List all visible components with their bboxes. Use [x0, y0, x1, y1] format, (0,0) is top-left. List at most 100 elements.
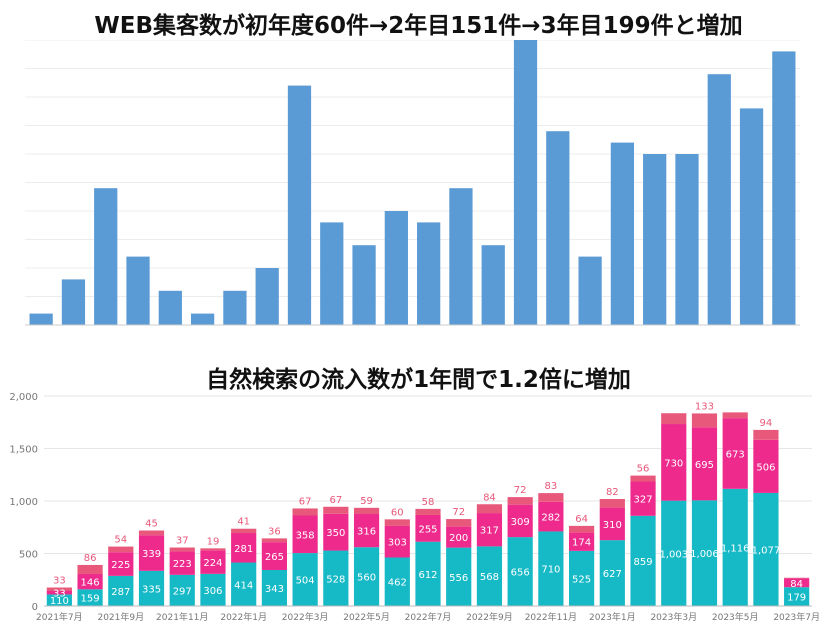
data-label-bottom: 110	[50, 596, 69, 607]
data-label-top: 37	[176, 536, 189, 547]
data-label-middle: 174	[572, 538, 591, 549]
x-tick-label: 2023年3月	[650, 611, 697, 623]
bar-segment-top	[630, 475, 656, 482]
bar	[29, 313, 53, 325]
data-label-top: 94	[760, 418, 773, 429]
bar-segment-bottom	[384, 557, 410, 606]
bar-segment-bottom	[323, 550, 349, 606]
bar-segment-middle	[138, 535, 165, 571]
y-tick-label: 1,000	[9, 497, 38, 508]
data-label-top: 72	[452, 507, 465, 518]
x-tick-label: 2023年1月	[589, 611, 636, 623]
bar	[707, 74, 731, 325]
bar-segment-middle	[784, 578, 810, 588]
y-tick-label: 500	[19, 550, 38, 561]
bar-segment-bottom	[446, 547, 472, 606]
bar-segment-middle	[507, 504, 533, 538]
bar	[513, 40, 538, 325]
bar-segment-bottom	[599, 540, 625, 606]
y-tick-label: 0	[32, 602, 38, 613]
bar-segment-top	[784, 577, 810, 579]
bar	[255, 268, 279, 325]
data-label-bottom: 1,006	[690, 549, 719, 560]
bar-segment-top	[353, 507, 380, 515]
data-label-middle: 225	[111, 560, 130, 571]
bar-segment-middle	[722, 418, 748, 489]
bar-segment-top	[46, 587, 72, 591]
data-label-top: 36	[268, 526, 281, 537]
bar-segment-middle	[323, 513, 349, 551]
data-label-bottom: 179	[787, 593, 806, 604]
bar-segment-top	[169, 547, 195, 552]
bar-segment-middle	[200, 550, 226, 574]
data-label-middle: 316	[357, 527, 376, 538]
bar-segment-bottom	[231, 562, 257, 606]
bar-segment-top	[476, 504, 503, 514]
data-label-top: 67	[299, 496, 312, 507]
data-label-bottom: 525	[572, 574, 591, 585]
data-label-top: 133	[695, 401, 714, 412]
data-label-top: 72	[514, 485, 527, 496]
bar-segment-bottom	[569, 550, 595, 606]
bar-segment-bottom	[77, 589, 103, 606]
chart-title-organic-search: 自然検索の流入数が1年間で1.2倍に増加	[206, 367, 631, 393]
bar	[578, 256, 602, 325]
data-label-top: 56	[637, 464, 650, 475]
bar-segment-middle	[630, 481, 656, 516]
data-label-top: 83	[545, 481, 558, 492]
data-label-bottom: 297	[173, 586, 192, 597]
organic-search-stacked-chart: 05001,0001,5002,000110333315914686287225…	[9, 392, 820, 623]
data-label-top: 54	[114, 535, 127, 546]
bar-segment-middle	[599, 507, 625, 541]
bar-segment-top	[446, 519, 472, 527]
data-label-middle: 358	[296, 530, 315, 541]
bar-segment-bottom	[476, 546, 503, 606]
bar-segment-bottom	[507, 537, 533, 606]
bar-segment-middle	[231, 533, 257, 563]
data-label-top: 64	[575, 514, 588, 525]
bar-segment-top	[722, 412, 748, 419]
data-label-middle: 350	[326, 528, 345, 539]
bar-segment-top	[261, 538, 287, 543]
bar-segment-bottom	[292, 553, 318, 606]
data-label-top: 33	[53, 576, 66, 587]
y-tick-label: 2,000	[9, 392, 38, 403]
bar	[643, 154, 667, 325]
data-label-middle: 339	[142, 549, 161, 560]
data-label-bottom: 556	[449, 573, 468, 584]
bar-segment-middle	[169, 551, 195, 575]
bar-segment-middle	[753, 439, 779, 493]
bar-segment-top	[384, 519, 410, 526]
data-label-middle: 317	[480, 526, 499, 537]
bar-segment-top	[753, 429, 779, 440]
bar-segment-middle	[691, 427, 718, 501]
bar	[772, 51, 796, 326]
bar-segment-top	[323, 506, 349, 514]
data-label-bottom: 306	[203, 586, 222, 597]
x-tick-label: 2021年11月	[156, 611, 208, 623]
data-label-top: 58	[422, 497, 435, 508]
data-label-bottom: 627	[603, 569, 622, 580]
data-label-top: 19	[207, 536, 220, 547]
bar-segment-top	[138, 530, 165, 536]
bar	[320, 222, 344, 325]
bar-segment-bottom	[630, 515, 656, 606]
data-label-bottom: 414	[234, 580, 253, 591]
bar-segment-bottom	[691, 500, 718, 606]
x-tick-label: 2023年5月	[712, 611, 759, 623]
data-label-bottom: 287	[111, 587, 130, 598]
data-label-bottom: 335	[142, 584, 161, 595]
y-tick-label: 1,500	[9, 445, 38, 456]
x-tick-label: 2023年7月	[773, 611, 820, 623]
data-label-top: 82	[606, 487, 619, 498]
data-label-middle: 506	[756, 462, 775, 473]
bar	[94, 188, 118, 325]
x-tick-label: 2022年9月	[466, 611, 513, 623]
bar-segment-middle	[108, 552, 134, 576]
bar-segment-top	[507, 497, 533, 505]
bar-segment-top	[292, 508, 318, 516]
x-tick-label: 2022年3月	[282, 611, 329, 623]
data-label-bottom: 568	[480, 572, 499, 583]
data-label-bottom: 656	[511, 568, 530, 579]
data-label-top: 86	[84, 553, 97, 564]
